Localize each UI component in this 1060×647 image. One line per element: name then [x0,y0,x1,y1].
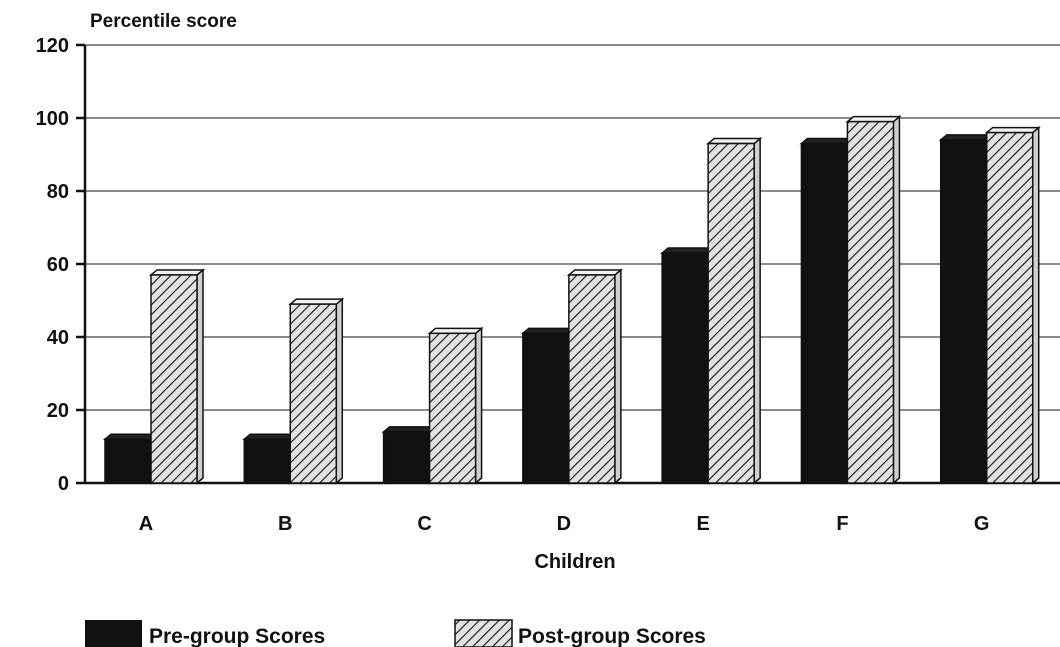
bar-post-F [845,115,902,485]
legend-label-pre: Pre-group Scores [149,625,325,647]
x-tick-label: B [278,513,292,535]
bar-pre-D [520,326,577,485]
x-tick-label: A [139,513,153,535]
legend: Pre-group Scores Post-group Scores [85,619,706,647]
y-axis-ticks: 0 20 40 60 80 100 120 [36,35,85,495]
bar-pre-F [799,136,856,485]
bar-pre-A [102,432,160,485]
x-tick-label: G [974,513,990,535]
bar-post-E [706,136,763,485]
bar-pre-B [242,432,299,485]
x-tick-label: F [836,513,848,535]
bar-post-G [984,125,1041,485]
bar-pre-C [381,425,438,485]
legend-swatch-pre [85,620,142,647]
y-axis-label: Percentile score [90,11,237,32]
bar-post-C [427,326,484,485]
y-tick-label: 120 [36,35,69,57]
x-axis-ticks: A B C D E F G [139,513,990,535]
x-tick-label: C [417,513,431,535]
y-tick-label: 60 [47,254,69,276]
legend-label-post: Post-group Scores [518,625,706,647]
bar-post-B [288,297,345,485]
y-tick-label: 0 [58,473,69,495]
bar-pre-E [660,246,717,485]
y-tick-label: 100 [36,108,69,130]
x-tick-label: D [557,513,571,535]
legend-swatch-post [454,619,513,647]
y-tick-label: 80 [47,181,69,203]
y-tick-label: 40 [47,327,69,349]
bar-post-A [148,268,206,485]
bar-post-D [566,268,623,485]
bar-pre-G [938,133,995,485]
x-tick-label: E [696,513,709,535]
bars [102,115,1041,485]
y-tick-label: 20 [47,400,69,422]
x-axis-label: Children [534,551,615,573]
